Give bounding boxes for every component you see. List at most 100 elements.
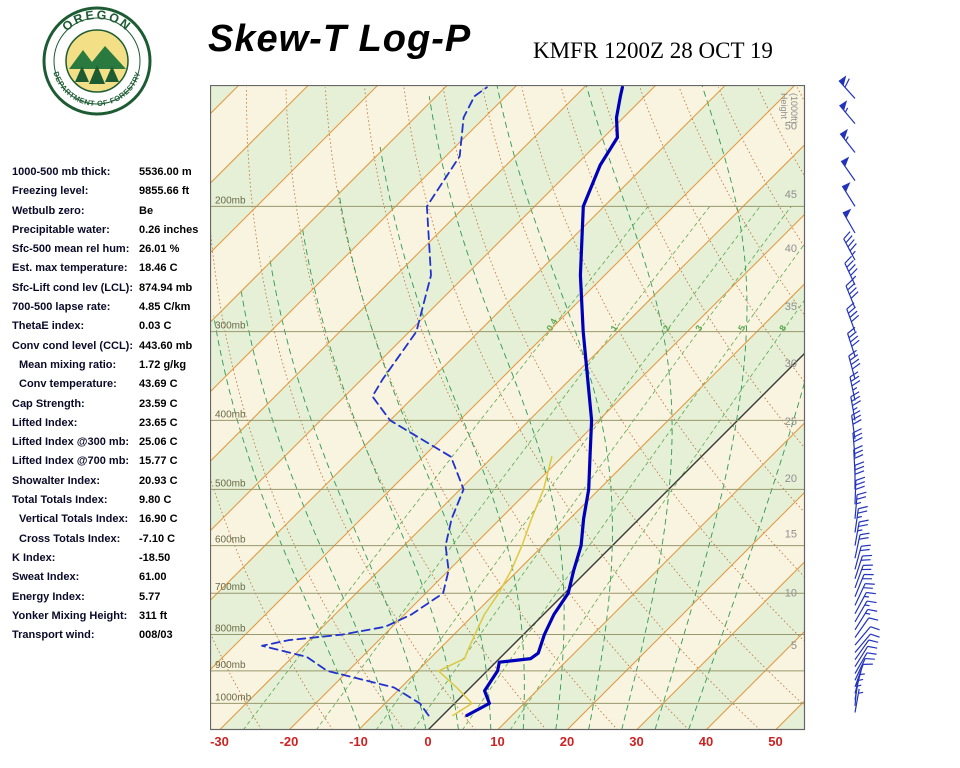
wind-barb [854, 583, 875, 606]
wind-barb [854, 544, 871, 570]
wind-barb [854, 639, 879, 661]
height-tick-label: 10 [785, 587, 797, 599]
page-title: Skew-T Log-P [208, 18, 472, 60]
stat-value: 443.60 mb [139, 339, 193, 352]
stat-row: 700-500 lapse rate: 4.85 C/km [12, 301, 212, 320]
stat-value: 0.03 C [139, 320, 172, 333]
pressure-axis-label: 800mb [215, 623, 246, 634]
mixing-ratio-label: 5 [736, 323, 747, 332]
stat-label: Total Totals Index: [12, 494, 108, 507]
stat-value: 0.26 inches [139, 223, 199, 236]
mixing-ratio-label: 3 [693, 323, 704, 332]
temp-axis-label: -10 [349, 734, 368, 749]
wind-barb [854, 532, 870, 559]
wind-barb-column [838, 75, 880, 713]
wind-barb [854, 626, 880, 646]
stat-label: Est. max temperature: [12, 262, 128, 275]
height-tick-label: 5 [791, 640, 797, 652]
wind-barb [854, 688, 864, 713]
stat-row: Est. max temperature: 18.46 C [12, 262, 212, 281]
wind-barb [854, 645, 878, 668]
wind-barb [854, 633, 880, 653]
wetbulb-curve [437, 456, 553, 717]
stat-value: 18.46 C [139, 262, 178, 275]
logo-tree-icon [75, 66, 89, 82]
stat-value: Be [139, 204, 154, 217]
height-axis-label: (1000ft) [789, 93, 799, 124]
stat-label: Yonker Mixing Height: [12, 609, 128, 622]
stat-label: Precipitable water: [12, 223, 110, 236]
stat-row: Total Totals Index: 9.80 C [12, 494, 212, 513]
stat-row: Conv cond level (CCL): 443.60 mb [12, 340, 212, 359]
stat-row: Precipitable water: 0.26 inches [12, 224, 212, 243]
stat-row: Freezing level: 9855.66 ft [12, 185, 212, 204]
temp-axis-label: 30 [629, 734, 643, 749]
stat-label: Conv temperature: [19, 378, 117, 391]
stat-value: -18.50 [139, 551, 171, 564]
stat-row: Sfc-500 mean rel hum: 26.01 % [12, 243, 212, 262]
wind-barb [841, 182, 856, 207]
stat-value: 1.72 g/kg [139, 358, 187, 371]
plot-border [210, 85, 806, 731]
stat-label: 700-500 lapse rate: [12, 301, 111, 314]
stat-label: Cross Totals Index: [19, 532, 121, 545]
stat-label: Freezing level: [12, 185, 89, 198]
stat-row: Cap Strength: 23.59 C [12, 398, 212, 417]
temp-axis-label: 0 [424, 734, 431, 749]
stat-value: 43.69 C [139, 378, 178, 391]
stat-label: Mean mixing ratio: [19, 358, 117, 371]
pressure-axis-label: 200mb [215, 195, 246, 206]
height-tick-label: 20 [785, 473, 797, 485]
stat-row: Lifted Index: 23.65 C [12, 417, 212, 436]
wind-barb [854, 608, 878, 631]
stat-row: Lifted Index @300 mb: 25.06 C [12, 436, 212, 455]
stat-label: Transport wind: [12, 629, 95, 642]
stat-value: 9855.66 ft [139, 185, 190, 198]
stat-label: 1000-500 mb thick: [12, 166, 111, 178]
mixing-ratio-label: 8 [777, 323, 788, 332]
logo-tree-icon [105, 66, 119, 82]
stat-row: Sfc-Lift cond lev (LCL): 874.94 mb [12, 282, 212, 301]
wind-barb [839, 128, 856, 153]
wind-barb [854, 573, 874, 597]
stat-value: 008/03 [139, 629, 173, 642]
stat-value: 5536.00 m [139, 166, 192, 178]
wind-barb [854, 476, 866, 505]
stat-row: Energy Index: 5.77 [12, 591, 212, 610]
wind-barb [843, 231, 857, 261]
stat-label: Wetbulb zero: [12, 204, 85, 217]
wind-barb [844, 255, 858, 286]
stat-value: 61.00 [139, 571, 167, 584]
wind-barb [842, 208, 856, 234]
wind-barb [854, 519, 869, 546]
stat-value: 311 ft [139, 609, 168, 622]
wind-barb [839, 100, 856, 125]
mixing-ratio-label: 1 [609, 323, 620, 332]
stat-value: 20.93 C [139, 474, 178, 487]
stat-label: Lifted Index @700 mb: [12, 455, 130, 468]
stat-value: 5.77 [139, 590, 161, 603]
stat-value: 23.65 C [139, 416, 178, 429]
height-tick-label: 25 [785, 416, 797, 428]
stat-row: Conv temperature: 43.69 C [12, 378, 212, 397]
stat-value: 16.90 C [139, 513, 178, 526]
logo-mountains [69, 46, 126, 69]
plot-area: 0.4 1 2 3 5 8 [210, 85, 805, 730]
stat-row: Cross Totals Index: -7.10 C [12, 533, 212, 552]
stat-label: Cap Strength: [12, 397, 85, 410]
stat-row: K Index: -18.50 [12, 552, 212, 571]
stat-label: Conv cond level (CCL): [12, 339, 134, 352]
temp-axis-label: 10 [490, 734, 504, 749]
height-tick-label: 45 [785, 189, 797, 201]
stat-row: Yonker Mixing Height: 311 ft [12, 610, 212, 629]
skewt-chart: 0.4 1 2 3 5 8200mb300mb400mb500mb600mb700mb80… [210, 85, 806, 749]
stat-row: Mean mixing ratio: 1.72 g/kg [12, 359, 212, 378]
stat-label: Sweat Index: [12, 571, 80, 584]
wind-barb [848, 349, 861, 380]
height-axis-label: Height [779, 93, 789, 120]
stat-row: Lifted Index @700 mb: 15.77 C [12, 455, 212, 474]
wind-barb [845, 278, 859, 309]
sounding-indices-panel: 1000-500 mb thick: 5536.00 m Freezing leve… [12, 166, 212, 648]
stat-label: Lifted Index: [12, 416, 78, 429]
